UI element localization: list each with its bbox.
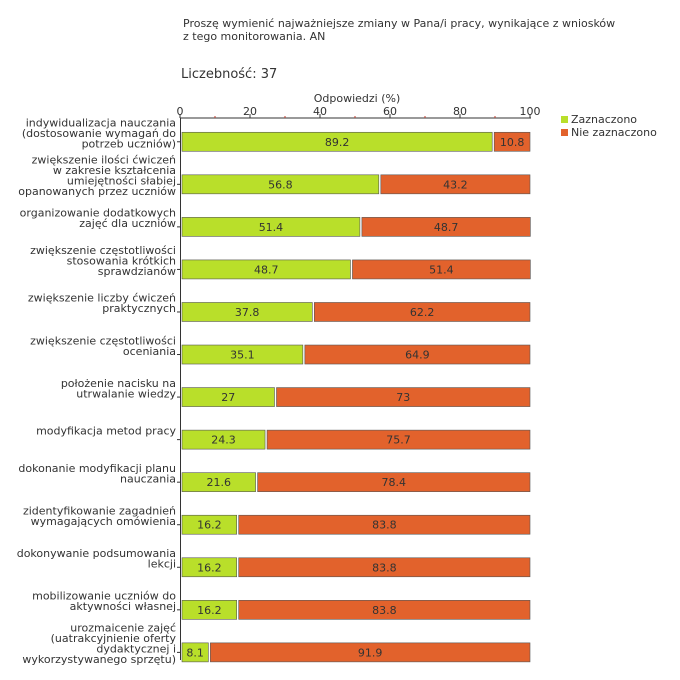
bar-zaznaczono <box>181 472 256 492</box>
legend-label: Zaznaczono <box>571 113 637 126</box>
bar-nie-zaznaczono <box>238 514 531 535</box>
x-tick-label: 20 <box>243 105 257 118</box>
axis-layer: Odpowiedzi (%) 0 20 40 60 80 100 <box>177 92 541 660</box>
bar-zaznaczono <box>181 217 361 237</box>
category-label: położenie nacisku na utrwalanie wiedzy <box>61 377 177 401</box>
bar-zaznaczono <box>181 514 238 535</box>
bar-zaznaczono <box>181 302 313 322</box>
data-label: 91.9 <box>358 646 383 659</box>
data-label: 8.1 <box>186 646 204 659</box>
legend-swatch <box>561 116 568 123</box>
bar-zaznaczono <box>181 600 238 620</box>
bar-nie-zaznaczono <box>238 557 531 578</box>
bar-nie-zaznaczono <box>352 259 531 280</box>
category-label: dokonanie modyfikacji planu nauczania <box>18 462 176 486</box>
data-label: 64.9 <box>405 349 430 362</box>
legend-label: Nie zaznaczono <box>571 126 657 139</box>
bar-zaznaczono <box>181 344 304 365</box>
category-label: zwiększenie częstotliwości oceniania <box>30 334 176 358</box>
chart-title: Proszę wymienić najważniejsze zmiany w P… <box>183 17 616 43</box>
bar-zaznaczono <box>181 387 275 407</box>
category-label: urozmaicenie zajęć (uatrakcyjnienie ofert… <box>22 622 176 667</box>
data-label: 16.2 <box>197 561 222 574</box>
data-label: 10.8 <box>500 136 525 149</box>
data-label: 78.4 <box>382 476 407 489</box>
data-label: 89.2 <box>325 136 350 149</box>
bar-zaznaczono <box>181 131 493 152</box>
x-tick-label: 80 <box>453 105 467 118</box>
category-label: indywidualizacja nauczania (dostosowanie … <box>22 116 176 150</box>
bar-nie-zaznaczono <box>313 302 531 322</box>
category-label: mobilizowanie uczniów do aktywności własn… <box>32 590 176 614</box>
bar-nie-zaznaczono <box>210 642 531 663</box>
bar-nie-zaznaczono <box>361 217 531 237</box>
bar-zaznaczono <box>181 557 238 578</box>
x-tick-label: 60 <box>383 105 397 118</box>
data-label: 75.7 <box>386 434 411 447</box>
bar-zaznaczono <box>181 174 380 195</box>
bars-layer <box>181 131 531 663</box>
category-label: dokonywanie podsumowania lekcji <box>17 547 176 571</box>
data-label: 43.2 <box>443 178 468 191</box>
x-tick-label: 40 <box>313 105 327 118</box>
x-tick-label: 0 <box>177 105 184 118</box>
sample-count: Liczebność: 37 <box>181 67 278 82</box>
data-label: 16.2 <box>197 519 222 532</box>
bar-zaznaczono <box>181 642 209 663</box>
bar-nie-zaznaczono <box>276 387 531 407</box>
category-label: zwiększenie liczby ćwiczeń praktycznych <box>28 292 176 316</box>
data-label: 35.1 <box>230 349 255 362</box>
category-label: zwiększenie ilości ćwiczeń w zakresie ksz… <box>18 154 176 199</box>
x-axis-title: Odpowiedzi (%) <box>314 92 401 105</box>
legend-swatch <box>561 129 568 136</box>
data-label: 56.8 <box>268 178 293 191</box>
category-label: zwiększenie częstotliwości stosowania kró… <box>30 244 176 278</box>
data-label: 83.8 <box>372 604 397 617</box>
data-label: 48.7 <box>434 221 459 234</box>
data-label: 83.8 <box>372 519 397 532</box>
bar-nie-zaznaczono <box>380 174 531 195</box>
data-label: 24.3 <box>211 434 236 447</box>
data-label: 73 <box>396 391 410 404</box>
bar-nie-zaznaczono <box>238 600 531 620</box>
data-label: 48.7 <box>254 263 279 276</box>
bar-nie-zaznaczono <box>257 472 531 492</box>
data-label: 62.2 <box>410 306 435 319</box>
x-tick-label: 100 <box>520 105 541 118</box>
category-label: modyfikacja metod pracy <box>36 425 176 438</box>
data-label: 16.2 <box>197 604 222 617</box>
bar-nie-zaznaczono <box>493 131 531 152</box>
data-label: 51.4 <box>429 263 454 276</box>
data-label: 51.4 <box>259 221 284 234</box>
data-label: 21.6 <box>207 476 232 489</box>
bar-nie-zaznaczono <box>266 429 531 450</box>
labels-layer: indywidualizacja nauczania (dostosowanie … <box>17 116 525 666</box>
bar-zaznaczono <box>181 429 266 450</box>
bar-zaznaczono <box>181 259 351 280</box>
bar-nie-zaznaczono <box>304 344 531 365</box>
data-label: 37.8 <box>235 306 260 319</box>
category-label: organizowanie dodatkowych zajęć dla uczni… <box>20 207 176 231</box>
data-label: 83.8 <box>372 561 397 574</box>
data-label: 27 <box>221 391 235 404</box>
category-label: zidentyfikowanie zagadnień wymagających o… <box>23 504 176 528</box>
